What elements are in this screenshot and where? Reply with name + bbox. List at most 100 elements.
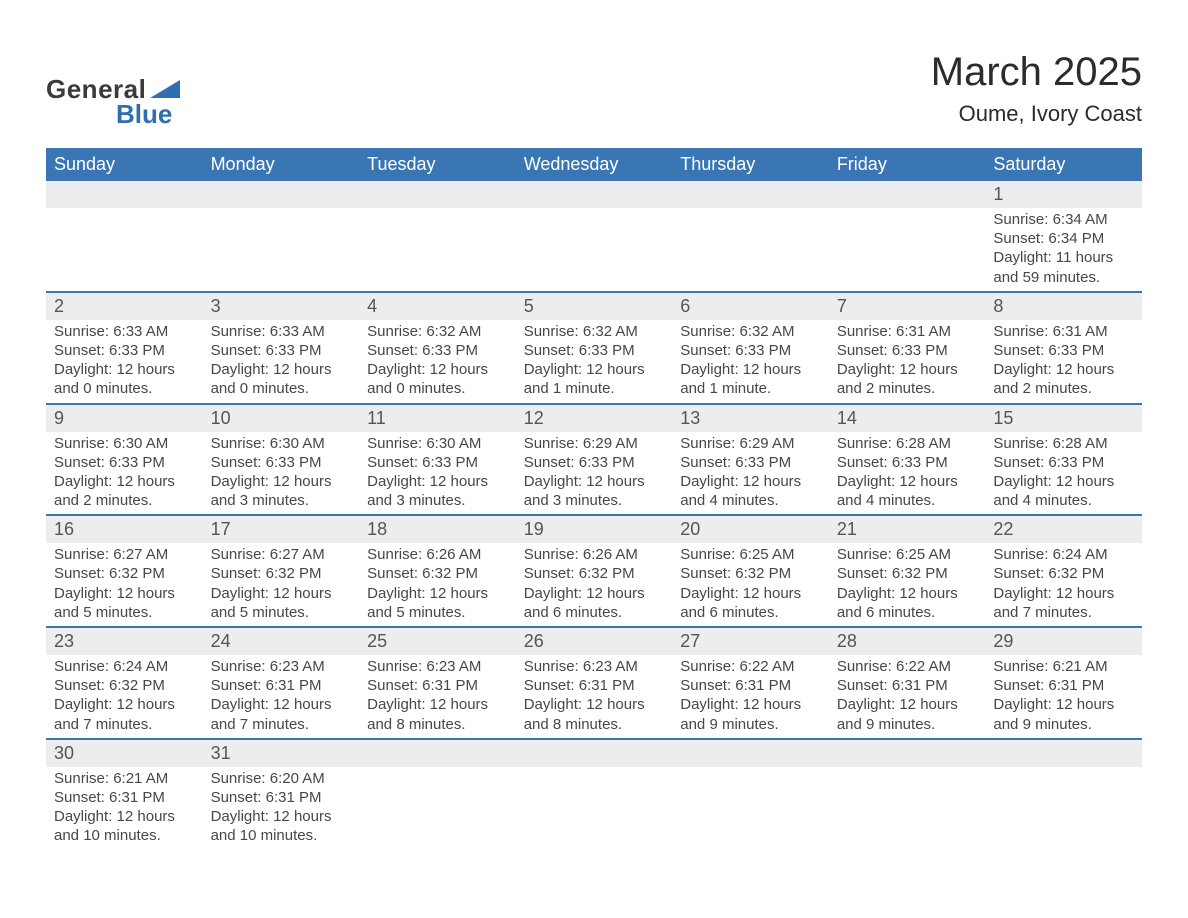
day-body-cell: Sunrise: 6:32 AMSunset: 6:33 PMDaylight:… [359, 320, 516, 404]
day-number: 5 [516, 293, 673, 320]
daylight-line: Daylight: 12 hours and 0 minutes. [54, 360, 195, 398]
sunrise-line: Sunrise: 6:21 AM [993, 657, 1134, 676]
sunset-line: Sunset: 6:33 PM [837, 453, 978, 472]
day-body [359, 767, 516, 773]
calendar-page: General Blue March 2025 Oume, Ivory Coas… [0, 0, 1188, 918]
day-body-cell [516, 767, 673, 850]
day-number [46, 181, 203, 208]
day-number [203, 181, 360, 208]
daylight-line: Daylight: 12 hours and 7 minutes. [54, 695, 195, 733]
day-number-cell: 15 [985, 404, 1142, 432]
day-body-cell: Sunrise: 6:24 AMSunset: 6:32 PMDaylight:… [985, 543, 1142, 627]
daylight-line: Daylight: 12 hours and 5 minutes. [211, 584, 352, 622]
day-body [672, 208, 829, 214]
logo-triangle-icon [150, 80, 180, 98]
sunrise-line: Sunrise: 6:31 AM [837, 322, 978, 341]
month-title: March 2025 [931, 50, 1142, 95]
page-header: General Blue March 2025 Oume, Ivory Coas… [46, 50, 1142, 130]
day-number-cell: 4 [359, 292, 516, 320]
sunrise-line: Sunrise: 6:22 AM [680, 657, 821, 676]
daylight-line: Daylight: 12 hours and 5 minutes. [367, 584, 508, 622]
day-number: 21 [829, 516, 986, 543]
day-body-cell: Sunrise: 6:28 AMSunset: 6:33 PMDaylight:… [829, 432, 986, 516]
week-daybody-row: Sunrise: 6:21 AMSunset: 6:31 PMDaylight:… [46, 767, 1142, 850]
day-body: Sunrise: 6:27 AMSunset: 6:32 PMDaylight:… [203, 543, 360, 626]
day-number-cell: 9 [46, 404, 203, 432]
day-number [829, 181, 986, 208]
day-number: 29 [985, 628, 1142, 655]
day-number: 23 [46, 628, 203, 655]
day-body: Sunrise: 6:22 AMSunset: 6:31 PMDaylight:… [672, 655, 829, 738]
day-body-cell: Sunrise: 6:21 AMSunset: 6:31 PMDaylight:… [985, 655, 1142, 739]
day-body [203, 208, 360, 214]
day-number [516, 740, 673, 767]
sunset-line: Sunset: 6:32 PM [993, 564, 1134, 583]
day-body [516, 767, 673, 773]
week-daynum-row: 3031 [46, 739, 1142, 767]
day-body-cell [359, 767, 516, 850]
day-body: Sunrise: 6:30 AMSunset: 6:33 PMDaylight:… [203, 432, 360, 515]
day-number-cell: 18 [359, 515, 516, 543]
day-number: 25 [359, 628, 516, 655]
daylight-line: Daylight: 12 hours and 4 minutes. [837, 472, 978, 510]
daylight-line: Daylight: 12 hours and 8 minutes. [524, 695, 665, 733]
daylight-line: Daylight: 12 hours and 9 minutes. [837, 695, 978, 733]
day-number: 11 [359, 405, 516, 432]
day-body-cell: Sunrise: 6:26 AMSunset: 6:32 PMDaylight:… [359, 543, 516, 627]
day-number: 3 [203, 293, 360, 320]
sunrise-line: Sunrise: 6:28 AM [837, 434, 978, 453]
day-number: 31 [203, 740, 360, 767]
day-body-cell: Sunrise: 6:30 AMSunset: 6:33 PMDaylight:… [359, 432, 516, 516]
sunset-line: Sunset: 6:32 PM [54, 564, 195, 583]
day-body [829, 767, 986, 773]
daylight-line: Daylight: 12 hours and 3 minutes. [367, 472, 508, 510]
day-number-cell: 27 [672, 627, 829, 655]
day-number-cell: 14 [829, 404, 986, 432]
day-number [359, 740, 516, 767]
day-body: Sunrise: 6:30 AMSunset: 6:33 PMDaylight:… [46, 432, 203, 515]
day-number-cell: 29 [985, 627, 1142, 655]
sunrise-line: Sunrise: 6:30 AM [211, 434, 352, 453]
day-body-cell: Sunrise: 6:33 AMSunset: 6:33 PMDaylight:… [46, 320, 203, 404]
sunrise-line: Sunrise: 6:30 AM [54, 434, 195, 453]
day-body-cell: Sunrise: 6:31 AMSunset: 6:33 PMDaylight:… [985, 320, 1142, 404]
daylight-line: Daylight: 12 hours and 3 minutes. [211, 472, 352, 510]
day-number-cell: 22 [985, 515, 1142, 543]
day-body: Sunrise: 6:23 AMSunset: 6:31 PMDaylight:… [203, 655, 360, 738]
day-number-cell: 23 [46, 627, 203, 655]
day-body [46, 208, 203, 214]
sunrise-line: Sunrise: 6:21 AM [54, 769, 195, 788]
calendar-body: 1Sunrise: 6:34 AMSunset: 6:34 PMDaylight… [46, 181, 1142, 850]
day-number: 9 [46, 405, 203, 432]
day-number: 24 [203, 628, 360, 655]
day-number: 15 [985, 405, 1142, 432]
day-body-cell: Sunrise: 6:31 AMSunset: 6:33 PMDaylight:… [829, 320, 986, 404]
daylight-line: Daylight: 12 hours and 4 minutes. [680, 472, 821, 510]
day-number: 10 [203, 405, 360, 432]
week-daynum-row: 9101112131415 [46, 404, 1142, 432]
sunset-line: Sunset: 6:31 PM [993, 676, 1134, 695]
day-number-cell: 21 [829, 515, 986, 543]
day-body: Sunrise: 6:26 AMSunset: 6:32 PMDaylight:… [516, 543, 673, 626]
day-body: Sunrise: 6:32 AMSunset: 6:33 PMDaylight:… [516, 320, 673, 403]
daylight-line: Daylight: 12 hours and 2 minutes. [54, 472, 195, 510]
day-number: 19 [516, 516, 673, 543]
week-daybody-row: Sunrise: 6:24 AMSunset: 6:32 PMDaylight:… [46, 655, 1142, 739]
day-body: Sunrise: 6:31 AMSunset: 6:33 PMDaylight:… [985, 320, 1142, 403]
day-number: 27 [672, 628, 829, 655]
daylight-line: Daylight: 12 hours and 4 minutes. [993, 472, 1134, 510]
sunset-line: Sunset: 6:32 PM [524, 564, 665, 583]
sunrise-line: Sunrise: 6:29 AM [524, 434, 665, 453]
sunset-line: Sunset: 6:32 PM [837, 564, 978, 583]
day-body: Sunrise: 6:32 AMSunset: 6:33 PMDaylight:… [359, 320, 516, 403]
sunset-line: Sunset: 6:33 PM [54, 341, 195, 360]
day-number-cell: 6 [672, 292, 829, 320]
sunset-line: Sunset: 6:33 PM [367, 453, 508, 472]
daylight-line: Daylight: 12 hours and 1 minute. [680, 360, 821, 398]
day-number: 30 [46, 740, 203, 767]
sunrise-line: Sunrise: 6:20 AM [211, 769, 352, 788]
sunset-line: Sunset: 6:32 PM [54, 676, 195, 695]
day-body-cell: Sunrise: 6:32 AMSunset: 6:33 PMDaylight:… [672, 320, 829, 404]
day-number [672, 740, 829, 767]
day-number-cell: 26 [516, 627, 673, 655]
